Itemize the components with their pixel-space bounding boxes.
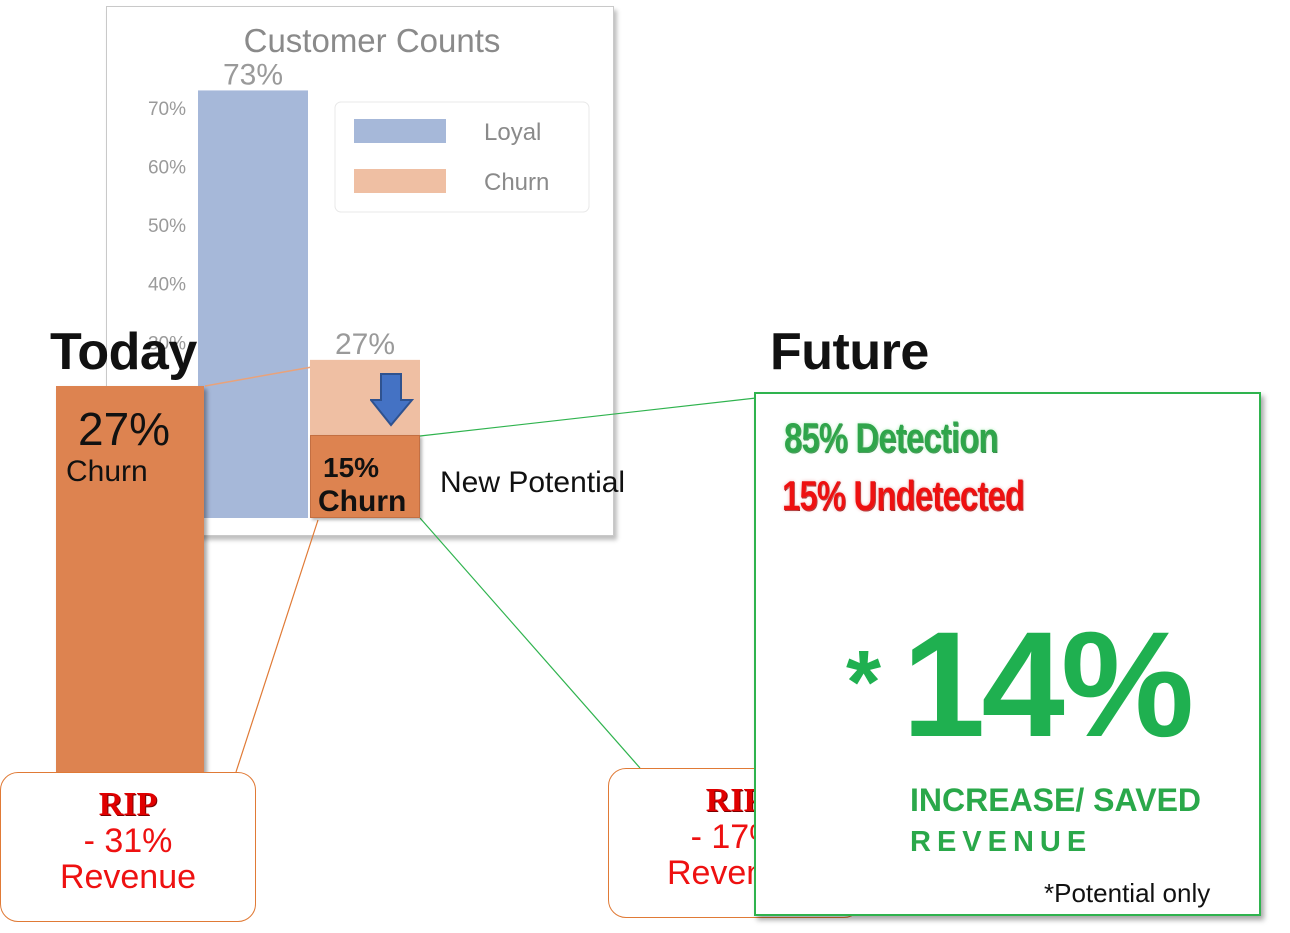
detection-rate: 85% Detection — [784, 414, 999, 461]
undetected-rate: 15% Undetected — [782, 472, 1025, 519]
new-churn-percent: 15% — [323, 452, 380, 483]
future-box — [754, 392, 1261, 916]
y-tick-label: 70% — [148, 99, 186, 120]
down-arrow-icon — [370, 373, 414, 427]
connector-future-top — [419, 397, 757, 437]
y-tick-label: 60% — [148, 158, 186, 179]
revenue-change: - 31% — [83, 822, 173, 860]
potential-only-note: *Potential only — [1044, 878, 1211, 908]
increase-saved-label: INCREASE/ SAVED — [910, 782, 1202, 818]
revenue-label: REVENUE — [910, 826, 1093, 858]
bar-value-label: 27% — [335, 328, 395, 361]
today-heading: Today — [50, 323, 197, 381]
y-tick-label: 40% — [148, 275, 186, 296]
bar-value-label: 73% — [223, 58, 283, 91]
today-churn-label: Churn — [66, 455, 148, 488]
chart-legend: Loyal Churn — [334, 101, 590, 213]
legend-label-churn: Churn — [484, 169, 549, 196]
legend-swatch-loyal — [354, 119, 446, 143]
left-revenue-callout: RIP - 31% Revenue — [0, 772, 256, 922]
asterisk-mark: * — [846, 633, 882, 733]
legend-label-loyal: Loyal — [484, 119, 541, 146]
today-churn-bar — [56, 386, 204, 781]
saved-revenue-percent: 14% — [902, 600, 1194, 768]
new-churn-segment — [310, 435, 420, 518]
chart-title: Customer Counts — [244, 22, 501, 59]
bar-loyal — [198, 90, 308, 518]
revenue-label: Revenue — [59, 858, 197, 896]
new-potential-caption: New Potential — [440, 466, 626, 499]
connector-left-callout — [235, 519, 319, 773]
new-churn-label: Churn — [318, 485, 407, 518]
connector-right-callout — [419, 517, 641, 769]
y-tick-label: 50% — [148, 216, 186, 237]
future-heading: Future — [770, 323, 929, 381]
y-tick-label: 30% — [148, 333, 186, 354]
today-churn-percent: 27% — [78, 403, 171, 455]
connector-today-top — [204, 366, 313, 387]
rip-label: RIP — [98, 786, 158, 823]
legend-swatch-churn — [354, 169, 446, 193]
